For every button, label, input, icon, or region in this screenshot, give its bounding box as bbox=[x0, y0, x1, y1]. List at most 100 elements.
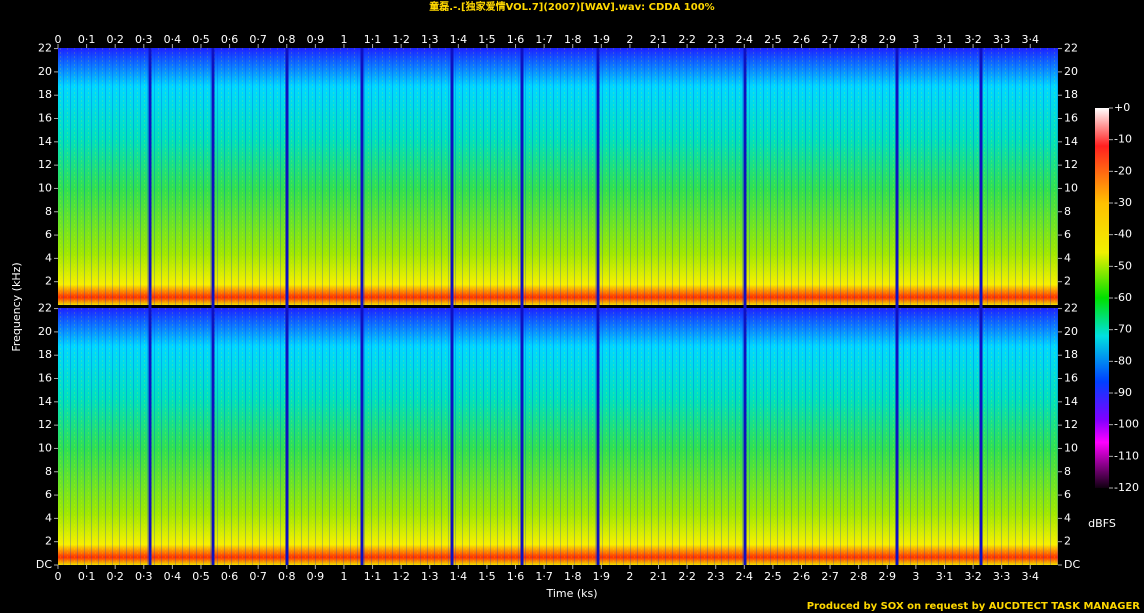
x-tick-label: 0·4 bbox=[164, 570, 182, 583]
y-tick-label: 6 bbox=[45, 228, 52, 241]
y-tick-label: 8 bbox=[1064, 465, 1071, 478]
colorbar-tick-label: -10 bbox=[1114, 133, 1132, 146]
x-tick-label: 2·2 bbox=[678, 33, 696, 46]
track-breaks bbox=[148, 48, 983, 565]
texture bbox=[58, 48, 1058, 305]
y-tick-label: 22 bbox=[1064, 302, 1078, 315]
y-tick-label: 16 bbox=[38, 112, 52, 125]
x-tick-label: 2·8 bbox=[850, 570, 868, 583]
y-tick-label: 18 bbox=[1064, 88, 1078, 101]
colorbar-tick-label: -100 bbox=[1114, 418, 1139, 431]
y-tick-label: 6 bbox=[45, 488, 52, 501]
y-tick-label: 12 bbox=[38, 158, 52, 171]
x-tick-label: 1·8 bbox=[564, 33, 582, 46]
x-tick-label: 0 bbox=[55, 570, 62, 583]
y-axis-label: Frequency (kHz) bbox=[10, 262, 23, 351]
colorbar bbox=[1095, 108, 1109, 488]
colorbar-tick-label: -90 bbox=[1114, 386, 1132, 399]
x-tick-label: 3·1 bbox=[936, 570, 954, 583]
y-tick-label: 20 bbox=[1064, 65, 1078, 78]
y-tick-label: 18 bbox=[1064, 348, 1078, 361]
y-tick-label: 8 bbox=[1064, 205, 1071, 218]
x-tick-label: 3·4 bbox=[1022, 33, 1040, 46]
y-tick-label: 14 bbox=[1064, 135, 1078, 148]
x-tick-label: 3·3 bbox=[993, 570, 1011, 583]
x-tick-label: 1·3 bbox=[421, 33, 439, 46]
x-tick-label: 3·3 bbox=[993, 33, 1011, 46]
x-tick-label: 0·6 bbox=[221, 570, 239, 583]
x-tick-label: 1·9 bbox=[593, 33, 611, 46]
x-tick-label: 0·8 bbox=[278, 570, 296, 583]
x-tick-label: 2·7 bbox=[821, 33, 839, 46]
y-tick-label: 4 bbox=[1064, 251, 1071, 264]
x-tick-label: 0·1 bbox=[78, 33, 96, 46]
x-tick-label: 1·8 bbox=[564, 570, 582, 583]
y-tick-label: 10 bbox=[38, 441, 52, 454]
y-tick-label: 4 bbox=[1064, 511, 1071, 524]
x-tick-label: 0·9 bbox=[307, 570, 325, 583]
x-tick-label: 2·8 bbox=[850, 33, 868, 46]
y-tick-label: 12 bbox=[1064, 158, 1078, 171]
x-tick-label: 1·9 bbox=[593, 570, 611, 583]
x-tick-label: 0·4 bbox=[164, 33, 182, 46]
y-tick-label: 16 bbox=[1064, 112, 1078, 125]
x-tick-label: 2·4 bbox=[736, 33, 754, 46]
x-tick-label: 2·6 bbox=[793, 33, 811, 46]
y-tick-label: 16 bbox=[38, 372, 52, 385]
x-tick-label: 1 bbox=[340, 570, 347, 583]
colorbar-tick-label: -110 bbox=[1114, 449, 1139, 462]
x-tick-label: 0·1 bbox=[78, 570, 96, 583]
x-tick-label: 0·7 bbox=[249, 33, 267, 46]
footer: Produced by SOX on request by AUCDTECT T… bbox=[807, 601, 1141, 612]
x-axis-label: Time (ks) bbox=[545, 587, 597, 600]
x-tick-label: 2 bbox=[626, 570, 633, 583]
x-tick-label: 2·6 bbox=[793, 570, 811, 583]
x-tick-label: 3 bbox=[912, 33, 919, 46]
y-tick-label: 8 bbox=[45, 205, 52, 218]
y-tick-label: 20 bbox=[38, 325, 52, 338]
y-tick-label: 22 bbox=[38, 42, 52, 55]
y-tick-label: 4 bbox=[45, 511, 52, 524]
y-tick-label: DC bbox=[1064, 558, 1080, 571]
y-tick-label: 18 bbox=[38, 88, 52, 101]
x-tick-label: 0·5 bbox=[192, 33, 210, 46]
x-tick-label: 0·7 bbox=[249, 570, 267, 583]
x-tick-label: 2·7 bbox=[821, 570, 839, 583]
x-tick-label: 1·7 bbox=[535, 33, 553, 46]
y-tick-label: 14 bbox=[38, 135, 52, 148]
x-tick-label: 2·9 bbox=[879, 33, 897, 46]
y-tick-label: 2 bbox=[45, 535, 52, 548]
spectrogram-panels bbox=[58, 48, 1058, 565]
x-tick-label: 1·4 bbox=[450, 33, 468, 46]
y-tick-label: 20 bbox=[1064, 325, 1078, 338]
y-tick-label: 10 bbox=[1064, 181, 1078, 194]
y-tick-label: DC bbox=[36, 558, 52, 571]
y-tick-label: 10 bbox=[1064, 441, 1078, 454]
y-tick-label: 8 bbox=[45, 465, 52, 478]
x-tick-label: 2 bbox=[626, 33, 633, 46]
y-tick-label: 2 bbox=[1064, 535, 1071, 548]
colorbar-tick-label: -50 bbox=[1114, 259, 1132, 272]
x-tick-label: 0·2 bbox=[106, 570, 124, 583]
x-tick-label: 1·3 bbox=[421, 570, 439, 583]
y-tick-label: 2 bbox=[45, 275, 52, 288]
x-tick-label: 1·7 bbox=[535, 570, 553, 583]
y-tick-label: 18 bbox=[38, 348, 52, 361]
colorbar-tick-label: -30 bbox=[1114, 196, 1132, 209]
colorbar-tick-label: -40 bbox=[1114, 228, 1132, 241]
x-tick-label: 2·2 bbox=[678, 570, 696, 583]
colorbar-tick-label: -120 bbox=[1114, 481, 1139, 494]
x-tick-label: 0·6 bbox=[221, 33, 239, 46]
y-tick-label: 22 bbox=[38, 302, 52, 315]
x-tick-label: 2·1 bbox=[650, 33, 668, 46]
x-tick-label: 0·8 bbox=[278, 33, 296, 46]
colorbar-tick-label: -20 bbox=[1114, 164, 1132, 177]
x-tick-label: 2·3 bbox=[707, 33, 725, 46]
x-tick-label: 0·3 bbox=[135, 570, 153, 583]
y-tick-label: 6 bbox=[1064, 228, 1071, 241]
x-tick-label: 2·5 bbox=[764, 33, 782, 46]
x-tick-label: 2·4 bbox=[736, 570, 754, 583]
x-tick-label: 0·2 bbox=[106, 33, 124, 46]
x-tick-label: 0·3 bbox=[135, 33, 153, 46]
